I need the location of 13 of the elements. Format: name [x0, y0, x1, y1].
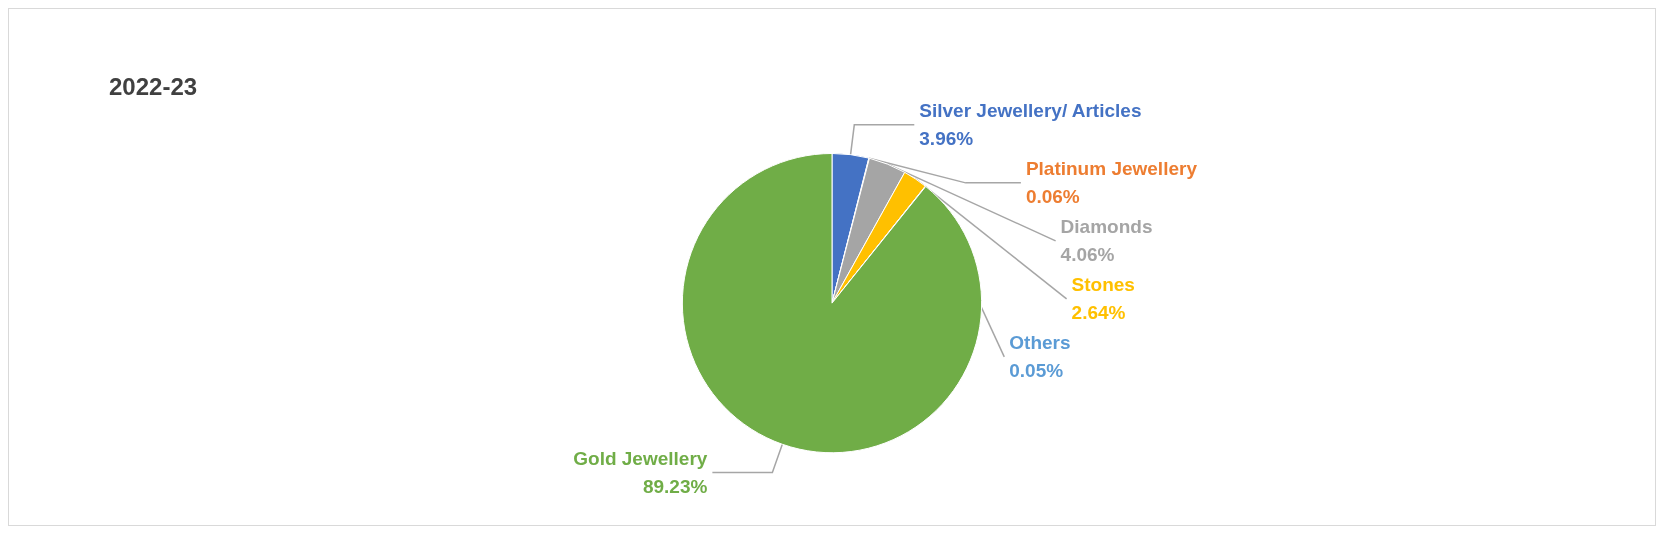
data-label: 0.06%: [1025, 186, 1080, 208]
data-label: 3.96%: [919, 128, 974, 150]
data-label: 2.64%: [1071, 302, 1126, 324]
slice-label: Platinum Jewellery: [1025, 158, 1198, 180]
slice-label: Gold Jewellery: [573, 448, 708, 470]
data-label: 89.23%: [642, 476, 708, 498]
data-label: 0.05%: [1009, 360, 1064, 382]
slice-label: Silver Jewellery/ Articles: [919, 100, 1142, 122]
text: 2022-23: [109, 72, 198, 100]
slice-label: Diamonds: [1060, 216, 1153, 238]
slice-label: Stones: [1071, 274, 1135, 296]
data-label: 4.06%: [1060, 244, 1115, 266]
slice-label: Others: [1009, 332, 1071, 354]
